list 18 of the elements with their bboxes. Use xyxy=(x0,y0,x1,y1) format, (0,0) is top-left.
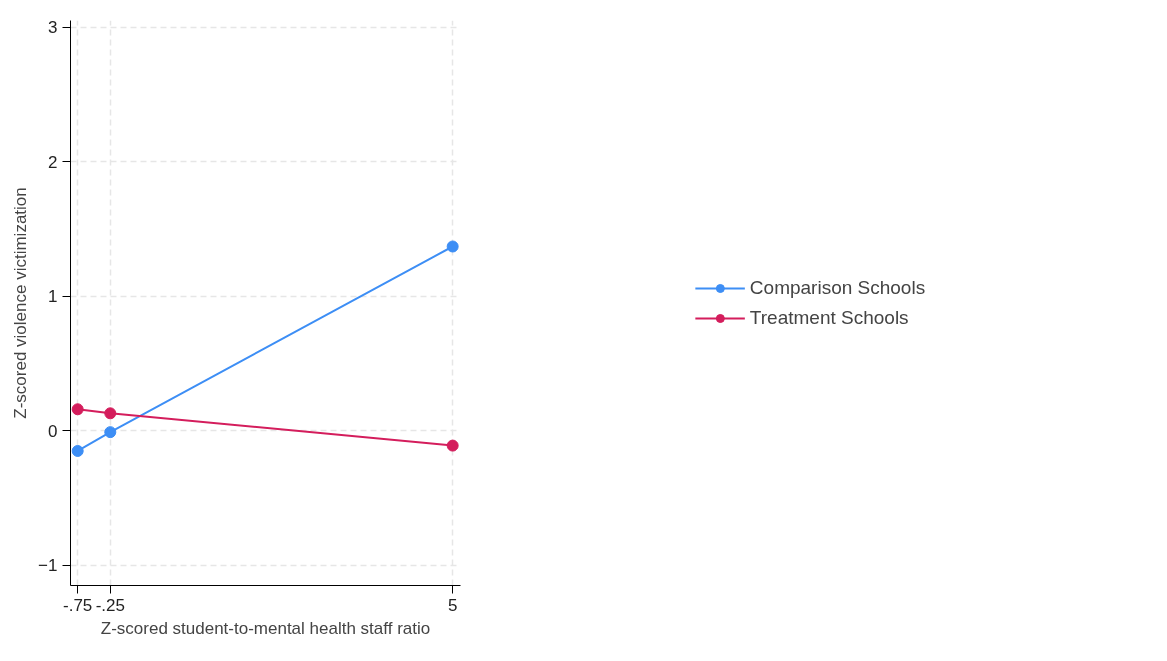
y-axis-title: Z-scored violence victimization xyxy=(11,187,31,419)
x-tick-label: -.25 xyxy=(95,595,125,615)
point xyxy=(71,444,84,457)
y-tick-label: 0 xyxy=(48,421,58,441)
x-tick-label: 5 xyxy=(447,595,458,615)
point xyxy=(71,403,84,416)
x-axis-title: Z-scored student-to-mental health staff ratio xyxy=(100,618,431,638)
point xyxy=(104,407,117,420)
y-tick-label: −1 xyxy=(38,556,58,576)
y-tick-label: 2 xyxy=(48,152,58,172)
point xyxy=(446,439,459,452)
legend-label: Treatment Schools xyxy=(749,306,909,329)
point xyxy=(104,426,117,439)
x-tick-label: -.75 xyxy=(63,595,93,615)
point xyxy=(446,240,459,253)
y-tick-label: 3 xyxy=(48,18,58,38)
legend-label: Comparison Schools xyxy=(749,276,926,299)
y-tick-label: 1 xyxy=(48,287,58,307)
